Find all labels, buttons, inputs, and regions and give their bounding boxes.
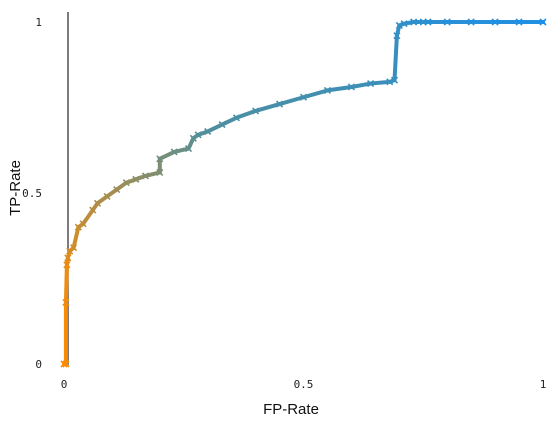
roc-point-marker (103, 192, 111, 200)
x-tick-label: 0 (61, 378, 68, 391)
x-tick-label: 0.5 (294, 378, 314, 391)
roc-curve (62, 20, 545, 366)
roc-segment (392, 33, 399, 83)
roc-point-marker (443, 18, 451, 26)
roc-segment (349, 81, 373, 89)
roc-point-marker (62, 298, 70, 307)
roc-segment (157, 149, 177, 161)
roc-segment (253, 102, 282, 113)
y-tick-label: 0 (35, 358, 42, 371)
roc-point-marker (64, 254, 72, 262)
y-tick-label: 1 (35, 16, 42, 29)
roc-point-marker (189, 134, 197, 142)
roc-point-marker (63, 261, 71, 269)
roc-point-marker (204, 127, 212, 136)
roc-point-marker (132, 175, 140, 183)
roc-point-marker (74, 223, 82, 231)
roc-point-marker (393, 32, 401, 40)
x-axis-title: FP-Rate (263, 401, 319, 418)
roc-point-marker (60, 360, 68, 368)
roc-point-marker (515, 18, 523, 26)
y-axis-title: TP-Rate (7, 160, 24, 216)
roc-point-marker (424, 18, 432, 26)
roc-points (60, 18, 547, 368)
roc-segment (325, 84, 354, 93)
roc-segment (71, 225, 81, 250)
roc-point-marker (79, 220, 87, 228)
roc-segment (277, 95, 306, 107)
roc-point-marker (366, 79, 375, 88)
roc-point-marker (93, 199, 102, 207)
roc-point-marker (184, 144, 193, 153)
roc-point-marker (170, 148, 178, 156)
x-tick-label: 1 (540, 378, 547, 391)
roc-point-marker (113, 186, 121, 194)
roc-point-marker (218, 121, 226, 129)
roc-point-marker (141, 172, 149, 180)
roc-point-marker (491, 18, 499, 26)
roc-point-marker (386, 78, 394, 86)
roc-point-marker (323, 86, 332, 94)
roc-segment (368, 79, 392, 86)
roc-segment (205, 122, 225, 134)
roc-point-marker (410, 18, 418, 26)
roc-point-marker (395, 21, 403, 29)
roc-point-marker (400, 20, 408, 28)
roc-point-marker (122, 179, 130, 187)
roc-point-marker (275, 100, 284, 108)
axis-ticks: 0 0.5 1 0 0.5 1 (22, 16, 546, 391)
y-tick-label: 0.5 (22, 187, 42, 200)
roc-segment (172, 146, 191, 154)
roc-point-marker (539, 18, 547, 26)
roc-point-marker (156, 168, 164, 177)
roc-segment (301, 88, 330, 100)
roc-segment (220, 115, 239, 127)
roc-segment (234, 108, 258, 120)
roc-point-marker (299, 93, 308, 101)
roc-point-marker (347, 83, 355, 91)
roc-point-marker (232, 114, 241, 122)
roc-point-marker (252, 107, 260, 115)
roc-point-marker (390, 76, 399, 84)
roc-segment (63, 262, 69, 305)
roc-point-marker (156, 155, 164, 163)
roc-point-marker (467, 18, 475, 26)
roc-segment (143, 170, 162, 178)
roc-point-marker (194, 131, 202, 139)
roc-point-marker (62, 360, 70, 368)
roc-point-marker (89, 206, 97, 214)
roc-point-marker (70, 244, 78, 252)
